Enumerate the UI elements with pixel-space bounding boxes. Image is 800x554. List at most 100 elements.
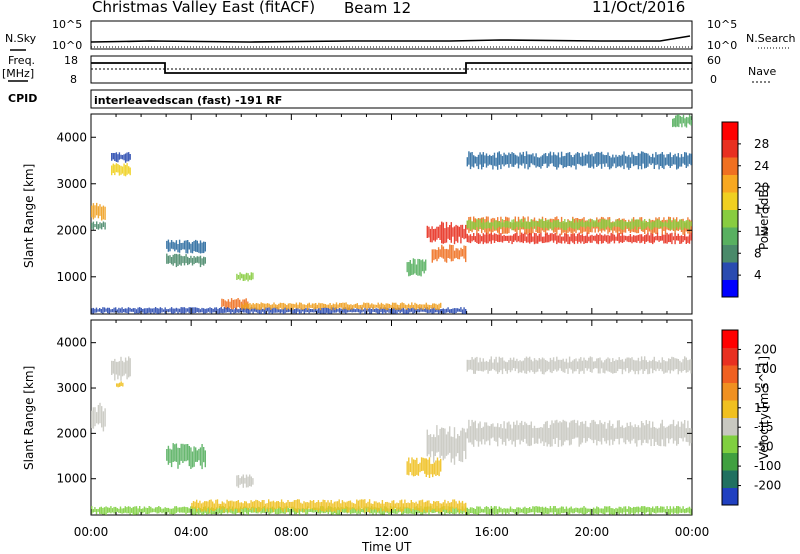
data-streak: [688, 114, 691, 125]
data-streak: [656, 506, 659, 513]
data-streak: [682, 220, 684, 230]
data-streak: [249, 275, 251, 280]
data-streak: [316, 507, 318, 514]
colorbar-segment: [722, 139, 738, 158]
data-streak: [375, 507, 377, 515]
data-streak: [121, 360, 124, 377]
data-streak: [188, 307, 190, 314]
data-streak: [513, 357, 515, 369]
data-streak: [466, 428, 468, 439]
nsky-label: N.Sky: [5, 32, 37, 45]
data-streak: [245, 474, 248, 488]
data-streak: [414, 302, 416, 310]
data-streak: [527, 508, 529, 513]
data-streak: [92, 407, 95, 429]
data-streak: [620, 155, 622, 168]
data-streak: [525, 423, 528, 444]
data-streak: [541, 357, 544, 375]
data-streak: [645, 360, 647, 370]
data-streak: [637, 219, 640, 228]
data-streak: [105, 308, 107, 312]
data-streak: [658, 427, 660, 446]
data-streak: [112, 163, 114, 173]
data-streak: [575, 507, 577, 512]
data-streak: [650, 157, 652, 165]
data-streak: [294, 309, 296, 314]
data-streak: [517, 235, 520, 242]
data-streak: [316, 309, 318, 314]
data-streak: [634, 360, 636, 375]
data-streak: [161, 308, 163, 313]
data-streak: [385, 303, 387, 311]
data-streak: [427, 459, 429, 475]
data-streak: [628, 426, 630, 442]
data-streak: [328, 502, 331, 510]
data-streak: [690, 428, 692, 444]
data-streak: [244, 506, 246, 513]
data-streak: [634, 424, 636, 444]
data-streak: [591, 357, 593, 373]
data-streak: [682, 359, 684, 371]
data-streak: [174, 444, 176, 462]
data-streak: [637, 425, 640, 441]
data-streak: [629, 222, 632, 230]
data-streak: [604, 234, 606, 241]
data-streak: [596, 219, 598, 227]
data-streak: [193, 446, 195, 467]
data-streak: [424, 304, 426, 309]
data-streak: [172, 508, 174, 515]
data-streak: [201, 258, 203, 265]
data-streak: [597, 507, 600, 515]
data-streak: [359, 309, 361, 314]
data-streak: [535, 233, 537, 244]
data-streak: [668, 358, 670, 371]
data-streak: [436, 501, 438, 512]
data-streak: [620, 235, 622, 243]
data-streak: [477, 219, 480, 230]
data-streak: [615, 154, 617, 169]
data-streak: [372, 507, 374, 515]
data-streak: [368, 499, 371, 513]
data-streak: [677, 221, 679, 230]
data-streak: [378, 502, 380, 511]
data-region-1: [111, 356, 131, 381]
data-streak: [457, 434, 459, 454]
data-streak: [623, 151, 625, 170]
data-streak: [262, 506, 264, 513]
data-streak: [191, 502, 193, 509]
data-streak: [158, 506, 160, 514]
data-streak: [413, 506, 416, 515]
data-streak: [674, 233, 676, 245]
data-streak: [647, 233, 649, 242]
data-streak: [178, 239, 181, 253]
data-streak: [594, 153, 596, 164]
data-streak: [128, 356, 130, 378]
data-streak: [493, 220, 496, 230]
data-streak: [252, 303, 254, 309]
data-streak: [484, 234, 486, 243]
data-streak: [469, 219, 472, 231]
data-streak: [485, 221, 488, 229]
data-streak: [220, 307, 222, 313]
data-streak: [521, 232, 523, 243]
data-streak: [481, 222, 483, 229]
data-region-10: [466, 356, 692, 375]
data-streak: [310, 309, 312, 313]
data-streak: [401, 302, 403, 309]
freq-tick-top: 18: [64, 54, 78, 67]
data-streak: [436, 425, 438, 453]
data-streak: [223, 307, 226, 313]
data-streak: [581, 152, 584, 167]
data-streak: [457, 508, 459, 513]
data-streak: [298, 499, 300, 510]
data-streak: [549, 222, 552, 228]
data-streak: [650, 361, 652, 369]
data-streak: [313, 303, 315, 310]
data-streak: [680, 362, 683, 373]
colorbar-segment: [722, 244, 738, 263]
data-streak: [196, 450, 198, 462]
data-streak: [666, 232, 668, 244]
data-streak: [474, 420, 476, 440]
data-region-2: [116, 381, 124, 388]
data-streak: [214, 307, 216, 313]
